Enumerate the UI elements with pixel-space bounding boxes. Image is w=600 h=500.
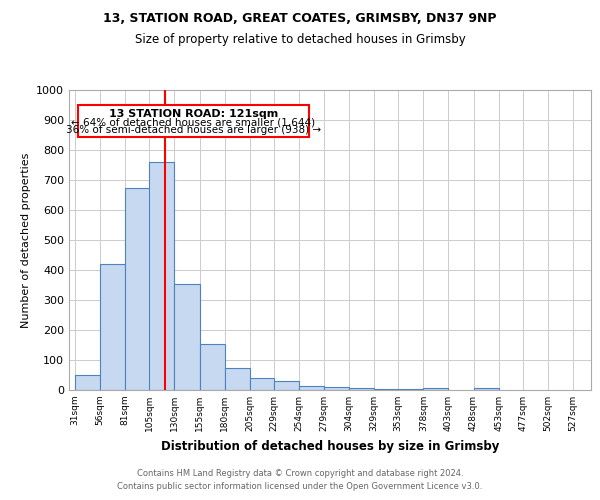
Text: Contains HM Land Registry data © Crown copyright and database right 2024.: Contains HM Land Registry data © Crown c…	[137, 468, 463, 477]
Text: ← 64% of detached houses are smaller (1,644): ← 64% of detached houses are smaller (1,…	[71, 118, 316, 128]
Bar	[224, 368, 250, 390]
Text: 13 STATION ROAD: 121sqm: 13 STATION ROAD: 121sqm	[109, 108, 278, 118]
Text: Contains public sector information licensed under the Open Government Licence v3: Contains public sector information licen…	[118, 482, 482, 491]
Bar	[299, 386, 324, 390]
Bar	[424, 388, 448, 390]
Bar	[250, 378, 274, 390]
Y-axis label: Number of detached properties: Number of detached properties	[20, 152, 31, 328]
Bar	[199, 344, 224, 390]
Bar	[398, 389, 424, 390]
Bar	[175, 284, 199, 390]
X-axis label: Distribution of detached houses by size in Grimsby: Distribution of detached houses by size …	[161, 440, 499, 452]
Bar	[374, 388, 398, 390]
Bar	[149, 162, 175, 390]
Text: 36% of semi-detached houses are larger (938) →: 36% of semi-detached houses are larger (…	[66, 126, 321, 136]
Text: 13, STATION ROAD, GREAT COATES, GRIMSBY, DN37 9NP: 13, STATION ROAD, GREAT COATES, GRIMSBY,…	[103, 12, 497, 26]
Bar	[125, 188, 151, 390]
Bar	[349, 388, 374, 390]
Text: Size of property relative to detached houses in Grimsby: Size of property relative to detached ho…	[134, 32, 466, 46]
Bar	[473, 388, 499, 390]
Bar	[324, 387, 349, 390]
Bar	[75, 375, 100, 390]
Bar	[100, 264, 125, 390]
Bar	[274, 381, 299, 390]
FancyBboxPatch shape	[78, 105, 309, 136]
